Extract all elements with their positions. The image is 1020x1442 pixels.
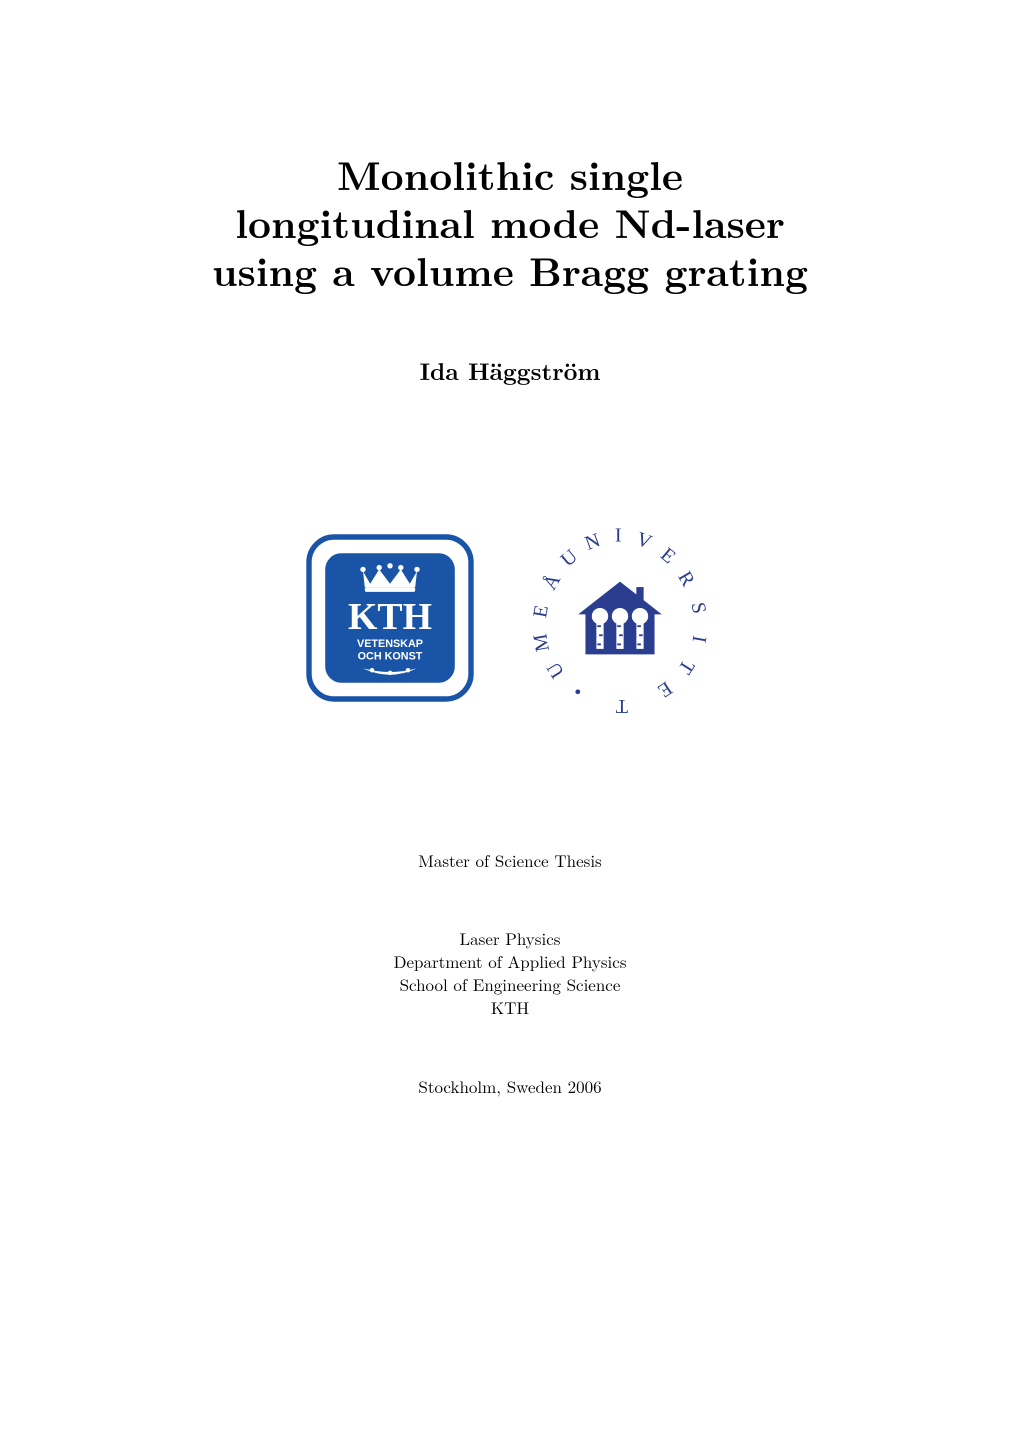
svg-text:M: M [529,628,554,653]
kth-logo-icon: KTH VETENSKAP OCH KONST [300,528,480,708]
logo-row: KTH VETENSKAP OCH KONST I N V [300,518,720,718]
svg-text:I: I [615,525,625,547]
svg-text:S: S [687,601,711,619]
affiliation-block: Laser Physics Department of Applied Phys… [393,927,626,1019]
svg-text:E: E [651,677,676,704]
svg-text:•: • [566,678,587,702]
svg-text:Å: Å [539,567,567,594]
svg-text:I: I [687,634,710,648]
thesis-type: Master of Science Thesis [418,848,602,872]
svg-text:E: E [656,544,682,571]
umea-university-logo-icon: I N V U E Å R E S M I U T • E T [520,518,720,718]
kth-motto-2: OCH KONST [358,650,423,662]
svg-text:T: T [672,656,699,681]
kth-letters: KTH [348,596,432,638]
thesis-title: Monolithic singlelongitudinal mode Nd-la… [212,150,808,294]
affil-line-1: Laser Physics [393,927,626,950]
affil-line-2: Department of Applied Physics [393,950,626,973]
svg-text:V: V [633,528,658,555]
svg-text:N: N [582,528,607,555]
svg-text:R: R [673,568,701,594]
svg-text:T: T [612,695,628,717]
svg-text:U: U [557,543,585,571]
svg-text:E: E [529,600,553,619]
svg-text:U: U [541,655,569,682]
kth-motto-1: VETENSKAP [357,638,423,650]
title-page: Monolithic singlelongitudinal mode Nd-la… [0,0,1020,1442]
affil-line-3: School of Engineering Science [393,973,626,996]
location-year: Stockholm, Sweden 2006 [418,1074,601,1098]
affil-line-4: KTH [393,996,626,1019]
author-name: Ida Häggström [420,354,601,388]
